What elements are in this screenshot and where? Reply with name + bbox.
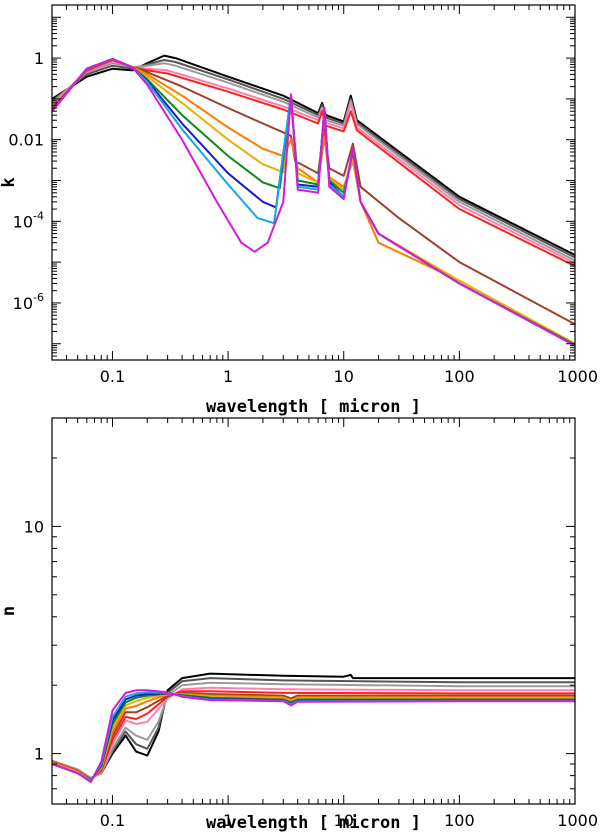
series-line-3 xyxy=(52,60,575,264)
x-axis-label: wavelength [ micron ] xyxy=(206,813,421,833)
x-tick-label: 0.1 xyxy=(100,811,125,830)
series-line-0 xyxy=(52,54,575,256)
series-line-2 xyxy=(52,62,575,262)
y-tick-label: 1 xyxy=(34,745,44,764)
k-panel: 0.1 1 10 100 1000 1 0.01 10-4 10-6 wavelength [ m… xyxy=(0,4,598,417)
x-tick-label: 100 xyxy=(444,367,475,386)
series-line-7 xyxy=(52,58,575,345)
y-axis-label: n xyxy=(0,606,19,616)
y-axis-label: k xyxy=(0,177,19,187)
y-tick-label: 0.01 xyxy=(8,131,44,150)
x-tick-label: 1 xyxy=(223,367,233,386)
y-tick-label: 10-6 xyxy=(13,291,44,313)
x-tick-label: 1 xyxy=(223,811,233,830)
tick-marks xyxy=(51,4,576,361)
series-line-4 xyxy=(52,59,575,267)
y-tick-label: 10 xyxy=(24,517,44,536)
series-line-11 xyxy=(52,58,575,347)
x-tick-label: 100 xyxy=(444,811,475,830)
series-line-11 xyxy=(52,689,575,783)
series-group xyxy=(52,54,575,347)
plot-frame xyxy=(51,417,576,805)
x-tick-label: 10 xyxy=(334,367,354,386)
x-tick-label: 1000 xyxy=(557,811,598,830)
y-tick-label: 10-4 xyxy=(13,209,44,231)
x-axis-label: wavelength [ micron ] xyxy=(206,397,421,417)
plot-frame xyxy=(51,4,576,361)
series-group xyxy=(52,672,575,783)
x-tick-label: 1000 xyxy=(557,367,598,386)
x-tick-label: 0.1 xyxy=(100,367,125,386)
x-tick-label: 10 xyxy=(334,811,354,830)
tick-marks xyxy=(51,417,576,805)
y-tick-label: 1 xyxy=(34,49,44,68)
